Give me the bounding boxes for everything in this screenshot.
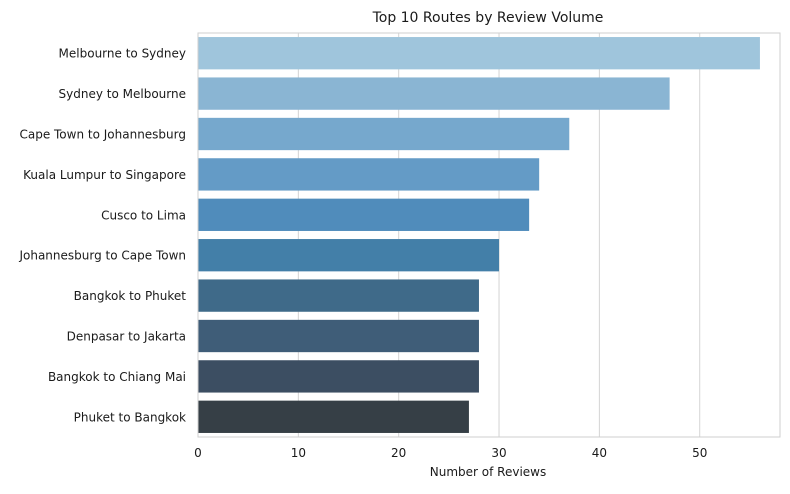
bar-3: [198, 158, 540, 191]
y-tick-label-6: Bangkok to Phuket: [74, 289, 187, 303]
y-tick-label-2: Cape Town to Johannesburg: [19, 128, 186, 142]
y-tick-labels: Melbourne to Sydney Sydney to Melbourne Ca…: [18, 47, 186, 425]
bar-2: [198, 117, 570, 151]
bar-0: [198, 37, 760, 70]
y-tick-label-7: Denpasar to Jakarta: [67, 330, 186, 344]
x-axis-label: Number of Reviews: [430, 465, 546, 479]
x-tick-label-5: 50: [692, 446, 707, 460]
x-tick-label-3: 30: [491, 446, 506, 460]
chart-title: Top 10 Routes by Review Volume: [372, 10, 604, 26]
y-tick-label-4: Cusco to Lima: [101, 208, 186, 222]
x-tick-label-2: 20: [391, 446, 406, 460]
plot-frame: [197, 32, 781, 438]
x-tick-labels: 0 10 20 30 40 50: [194, 446, 707, 460]
y-tick-label-5: Johannesburg to Cape Town: [18, 249, 186, 263]
bar-8: [198, 360, 479, 393]
bar-9: [198, 400, 469, 433]
y-tick-label-1: Sydney to Melbourne: [59, 87, 186, 101]
x-tick-label-4: 40: [592, 446, 607, 460]
bars: [198, 37, 760, 433]
x-tick-label-0: 0: [194, 446, 202, 460]
bar-7: [198, 319, 479, 353]
y-tick-label-3: Kuala Lumpur to Singapore: [23, 168, 186, 182]
y-tick-label-0: Melbourne to Sydney: [59, 47, 186, 61]
bar-6: [198, 279, 479, 312]
bar-5: [198, 239, 500, 272]
plot-border: [197, 32, 781, 438]
y-tick-label-8: Bangkok to Chiang Mai: [48, 370, 186, 384]
bar-1: [198, 77, 670, 110]
y-tick-label-9: Phuket to Bangkok: [74, 410, 186, 424]
bar-4: [198, 198, 530, 231]
x-tick-label-1: 10: [291, 446, 306, 460]
